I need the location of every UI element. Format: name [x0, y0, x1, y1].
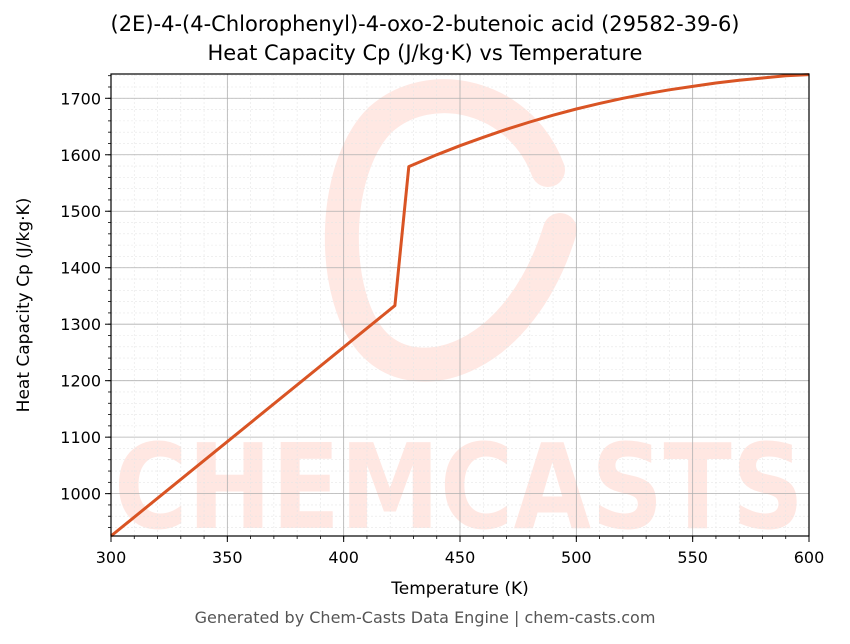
- y-tick-label: 1200: [60, 372, 101, 391]
- y-tick-label: 1400: [60, 259, 101, 278]
- x-tick-label: 550: [677, 548, 708, 567]
- x-tick-label: 300: [96, 548, 127, 567]
- major-grid: [110, 74, 810, 536]
- watermark-swirl: [324, 79, 577, 382]
- axis-ticks: [105, 75, 810, 542]
- y-tick-label: 1700: [60, 89, 101, 108]
- x-tick-label: 350: [212, 548, 243, 567]
- y-axis-label: Heat Capacity Cp (J/kg·K): [14, 198, 34, 413]
- tick-labels: 300 350 400 450 500 550 600 1000 1100 1200 1300 140…: [60, 89, 824, 567]
- y-tick-label: 1500: [60, 202, 101, 221]
- x-tick-label: 500: [561, 548, 592, 567]
- y-tick-label: 1600: [60, 146, 101, 165]
- footer-credit: Generated by Chem-Casts Data Engine | ch…: [194, 608, 656, 627]
- x-tick-label: 450: [445, 548, 476, 567]
- y-tick-label: 1000: [60, 485, 101, 504]
- x-tick-label: 400: [328, 548, 359, 567]
- x-tick-label: 600: [794, 548, 825, 567]
- y-tick-label: 1300: [60, 315, 101, 334]
- x-axis-label: Temperature (K): [390, 579, 529, 599]
- chart-title: (2E)-4-(4-Chlorophenyl)-4-oxo-2-butenoic…: [110, 12, 740, 36]
- y-tick-label: 1100: [60, 428, 101, 447]
- heat-capacity-line: [110, 73, 810, 538]
- chart-subtitle: Heat Capacity Cp (J/kg·K) vs Temperature: [207, 41, 643, 65]
- watermark-text: CHEMCASTS: [114, 418, 804, 556]
- watermark: CHEMCASTS: [114, 79, 804, 556]
